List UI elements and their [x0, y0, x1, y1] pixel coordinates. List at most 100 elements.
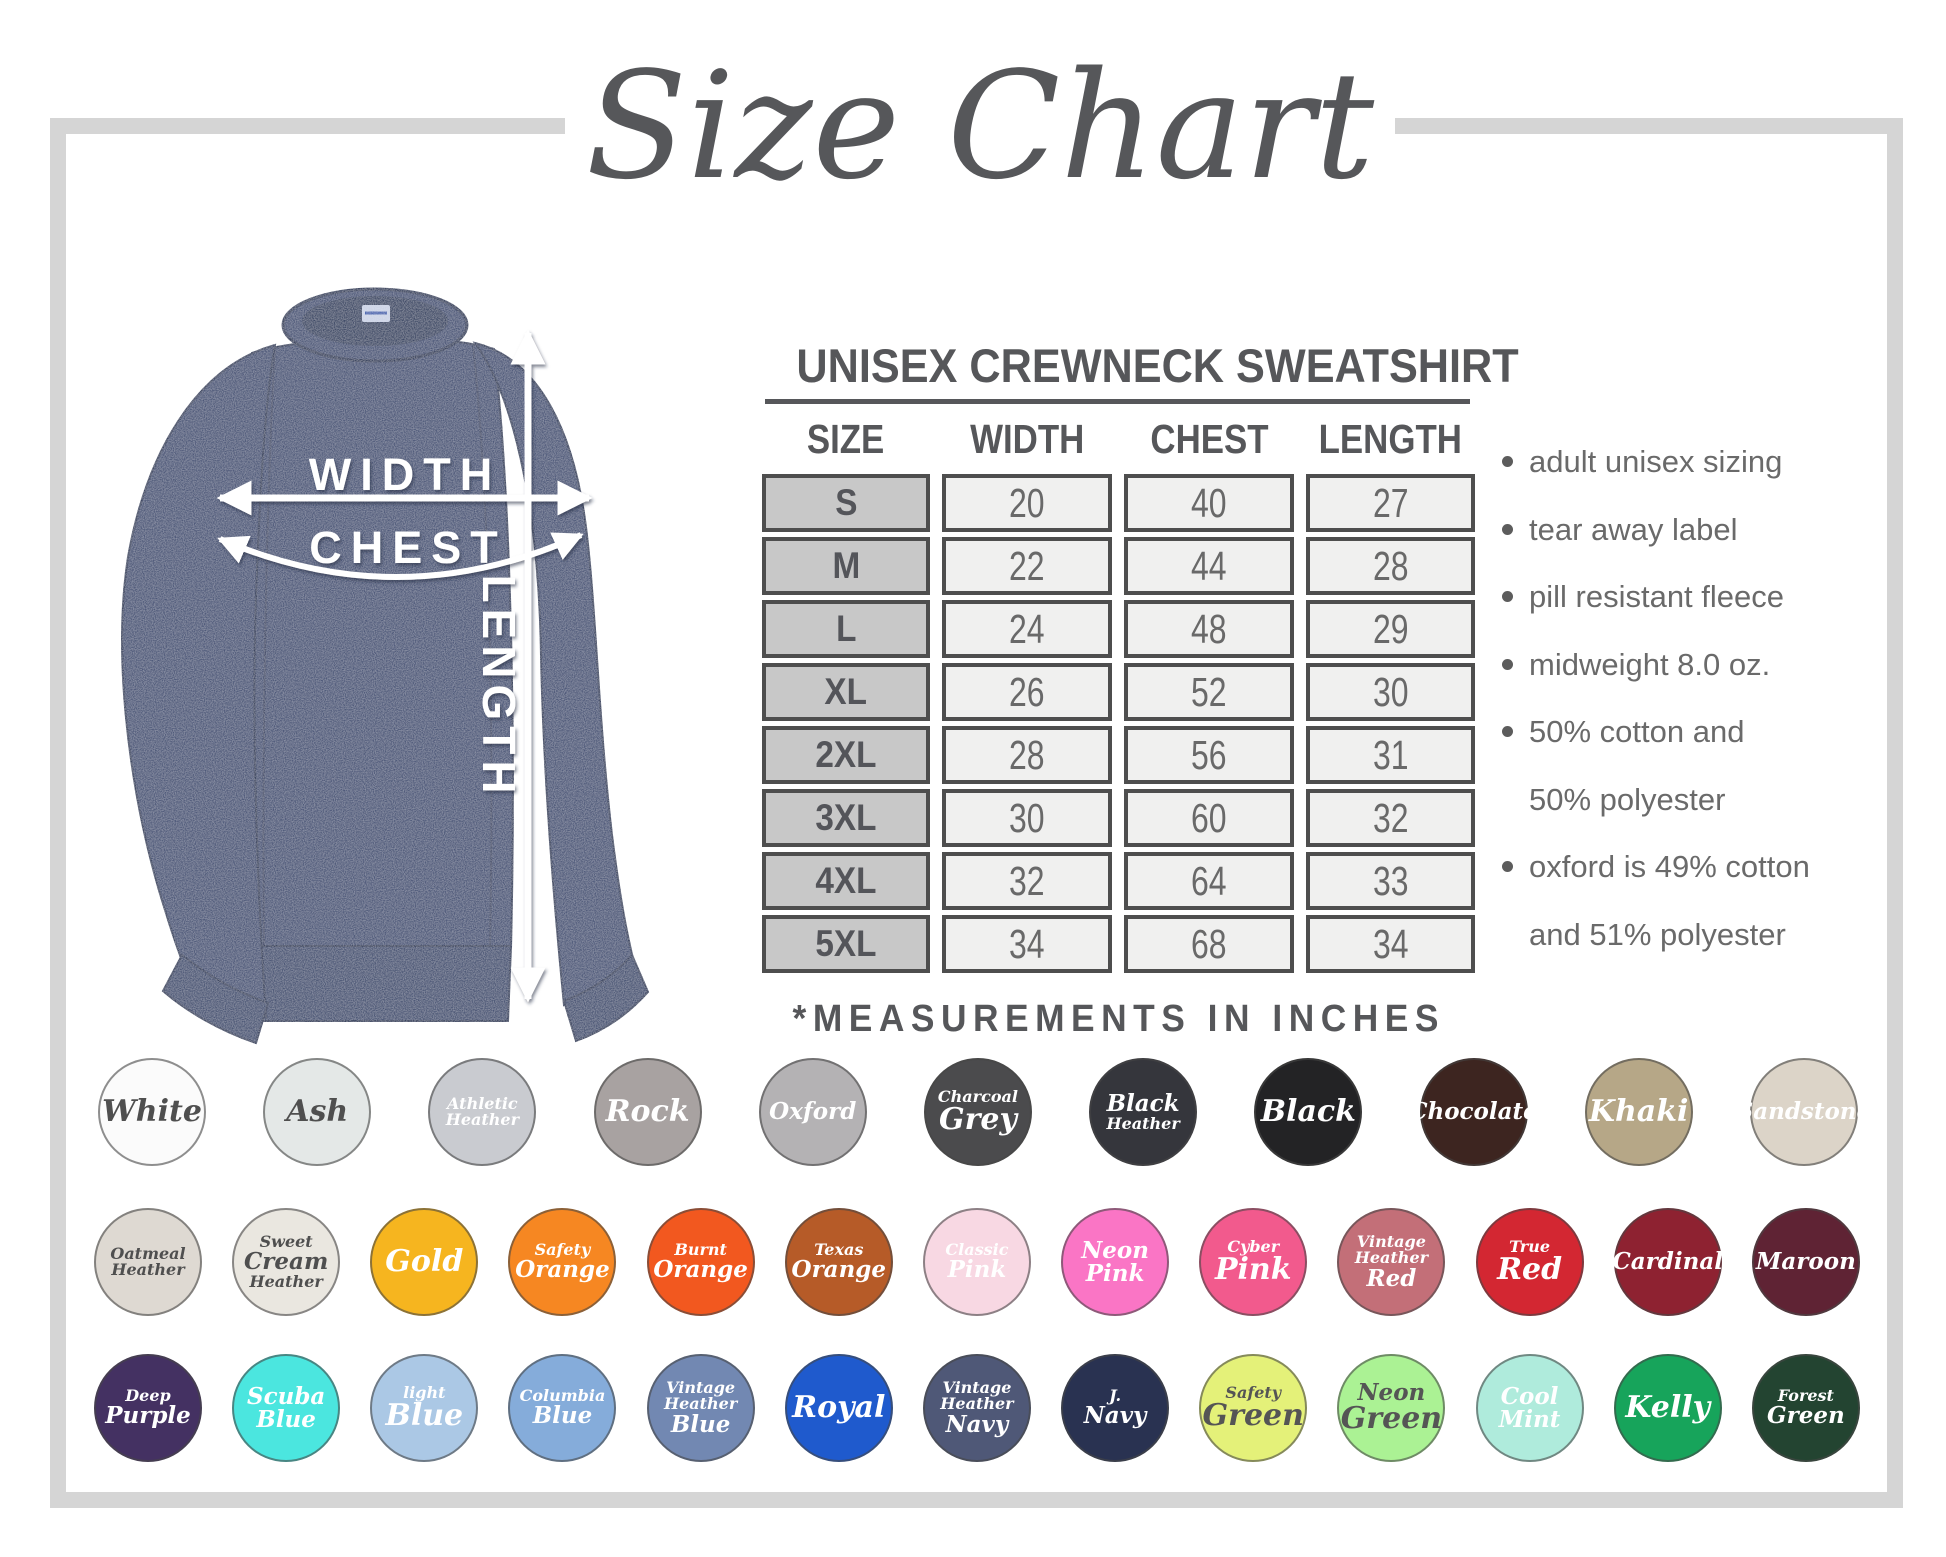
color-swatch: Forest Green: [1751, 1354, 1860, 1462]
color-swatch: Safety Orange: [508, 1208, 617, 1316]
feature-item: midweight 8.0 oz.: [1502, 631, 1902, 699]
swatch-label-line: Navy: [945, 1410, 1009, 1438]
swatch-label-line: Athletic: [447, 1093, 518, 1113]
swatch-label-line: Cyber: [1227, 1236, 1280, 1256]
feature-item: oxford is 49% cotton and 51% polyester: [1502, 833, 1902, 968]
feature-line: and 51% polyester: [1529, 916, 1786, 952]
size-cell: 4XL: [762, 852, 930, 910]
size-cell: L: [762, 600, 930, 658]
swatch-label-line: Rock: [605, 1093, 690, 1129]
swatch-label-line: Ash: [286, 1093, 349, 1129]
bullet-dot-icon: [1502, 456, 1513, 467]
swatch-label-line: Heather: [1354, 1248, 1429, 1268]
color-swatch: Black Heather: [1089, 1058, 1198, 1166]
swatch-label-line: Pink: [1214, 1251, 1292, 1287]
swatch-label-line: Heather: [445, 1110, 520, 1129]
swatch-label-line: Vintage: [1356, 1231, 1426, 1251]
swatch-label-line: Texas: [814, 1240, 864, 1260]
swatch-label-line: Gold: [385, 1243, 464, 1279]
swatch-label-line: light: [403, 1382, 446, 1402]
color-swatch: Khaki: [1584, 1058, 1693, 1166]
swatch-label-line: Neon: [1357, 1378, 1426, 1406]
color-swatch-row-2: Oatmeal Heather Sweet Cream Heather Gold Sa…: [94, 1208, 1860, 1316]
column-header-length: LENGTH: [1318, 416, 1463, 462]
feature-item: tear away label: [1502, 496, 1902, 564]
column-header-size: SIZE: [807, 416, 885, 462]
feature-line: 50% polyester: [1529, 781, 1726, 817]
swatch-label-line: Blue: [670, 1410, 731, 1438]
length-cell: 27: [1306, 474, 1475, 532]
color-swatch: Vintage Heather Red: [1337, 1208, 1446, 1316]
swatch-label-line: Mint: [1498, 1406, 1561, 1433]
color-swatch: Deep Purple: [94, 1354, 202, 1462]
column-header-width: WIDTH: [969, 416, 1085, 462]
swatch-label-line: Grey: [938, 1101, 1017, 1137]
swatch-label-line: Orange: [791, 1256, 887, 1284]
swatch-label-line: Heather: [111, 1260, 185, 1279]
chest-cell: 48: [1124, 600, 1294, 658]
table-row: 5XL 34 68 34: [762, 915, 1475, 973]
color-swatch: Oxford: [758, 1058, 867, 1166]
swatch-label-line: Burnt: [674, 1240, 727, 1260]
swatch-label-line: Red: [1497, 1251, 1563, 1287]
swatch-label-line: Classic: [945, 1240, 1009, 1260]
table-row: 3XL 30 60 32: [762, 789, 1475, 847]
sweatshirt-graphic: [121, 287, 650, 1045]
swatch-label-line: Blue: [385, 1397, 464, 1433]
width-cell: 22: [942, 537, 1112, 595]
color-swatch: Scuba Blue: [232, 1354, 341, 1462]
length-cell: 34: [1306, 915, 1475, 973]
color-swatch: Athletic Heather: [428, 1058, 537, 1166]
swatch-label-line: Royal: [792, 1389, 886, 1425]
chest-cell: 40: [1124, 474, 1294, 532]
swatch-label-line: Heather: [1106, 1113, 1180, 1133]
swatch-label-line: Cool: [1500, 1382, 1559, 1410]
color-swatch: Neon Pink: [1061, 1208, 1170, 1316]
feature-line: midweight 8.0 oz.: [1529, 646, 1771, 682]
swatch-label-line: Safety: [534, 1240, 591, 1260]
bullet-dot-icon: [1502, 523, 1513, 535]
color-swatch: Black: [1254, 1058, 1363, 1166]
swatch-label-line: Sweet: [259, 1231, 313, 1251]
swatch-label-line: Pink: [947, 1256, 1007, 1284]
table-row: 2XL 28 56 31: [762, 726, 1475, 784]
color-swatch: Cyber Pink: [1199, 1208, 1308, 1316]
swatch-label-line: Black: [1106, 1090, 1180, 1118]
swatch-label-line: White: [102, 1093, 202, 1129]
color-swatch: light Blue: [370, 1354, 479, 1462]
measurement-arrows: WIDTH CHEST LENGTH: [216, 329, 593, 1003]
chest-cell: 64: [1124, 852, 1294, 910]
swatch-label-line: Scuba: [246, 1382, 326, 1410]
length-cell: 32: [1306, 789, 1475, 847]
feature-line: 50% cotton and: [1529, 714, 1745, 749]
swatch-label-line: Navy: [1083, 1402, 1147, 1430]
swatch-label-line: Deep: [125, 1386, 171, 1406]
color-swatch: Neon Green: [1337, 1354, 1446, 1462]
width-cell: 32: [942, 852, 1112, 910]
swatch-label-line: Blue: [532, 1402, 593, 1430]
chest-cell: 44: [1124, 537, 1294, 595]
product-heading: UNISEX CREWNECK SWEATSHIRT: [765, 338, 1519, 404]
color-swatch: Ash: [263, 1058, 372, 1166]
swatch-label-line: Orange: [653, 1256, 748, 1284]
bullet-dot-icon: [1502, 861, 1513, 872]
width-cell: 34: [942, 915, 1112, 973]
chest-cell: 52: [1124, 663, 1294, 721]
color-swatch: Sandstone: [1737, 1058, 1871, 1166]
length-cell: 30: [1306, 663, 1475, 721]
color-swatch: Columbia Blue: [508, 1354, 617, 1462]
color-swatch: White: [98, 1058, 206, 1166]
table-row: M 22 44 28: [762, 537, 1475, 595]
width-cell: 28: [942, 726, 1112, 784]
swatch-label-line: Orange: [515, 1256, 610, 1284]
swatch-label-line: Black: [1260, 1093, 1356, 1129]
size-table: S 20 40 27 M 22 44 28 L 24 48 29 XL 26 5…: [762, 474, 1475, 978]
swatch-label-line: Green: [1202, 1397, 1304, 1433]
swatch-label-line: Vintage: [666, 1377, 736, 1397]
bullet-dot-icon: [1502, 591, 1513, 602]
size-cell: 5XL: [762, 915, 930, 973]
length-cell: 33: [1306, 852, 1475, 910]
color-swatch: Gold: [370, 1208, 479, 1316]
feature-line: adult unisex sizing: [1529, 444, 1783, 479]
length-cell: 28: [1306, 537, 1475, 595]
